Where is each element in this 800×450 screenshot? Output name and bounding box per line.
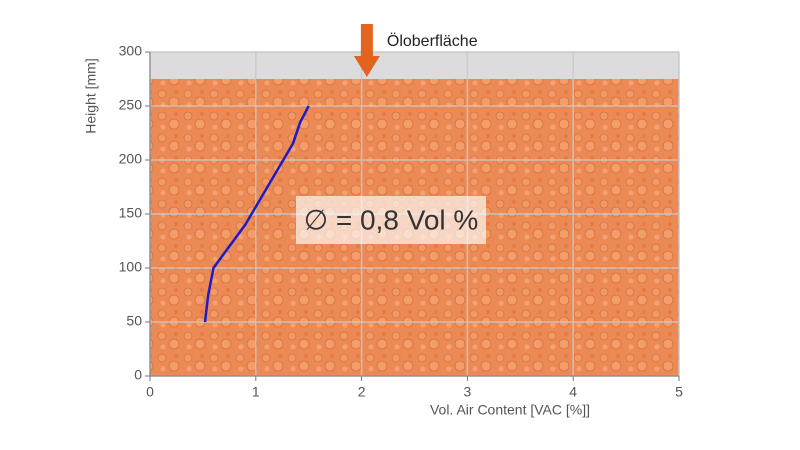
surface-label: Öloberfläche [387,32,478,50]
y-tick-label: 100 [119,259,143,275]
y-tick-label: 150 [119,205,143,221]
x-tick-label: 0 [146,384,154,400]
annotation-box [296,196,486,244]
x-tick-label: 5 [675,384,683,400]
y-tick-label: 50 [126,313,142,329]
x-tick-label: 2 [358,384,366,400]
x-tick-label: 1 [252,384,260,400]
y-tick-label: 250 [119,97,143,113]
x-tick-label: 3 [464,384,472,400]
y-tick-label: 200 [119,151,143,167]
annotation: ∅ = 0,8 Vol % [304,204,479,235]
x-tick-label: 4 [569,384,577,400]
x-axis-label: Vol. Air Content [VAC [%]] [430,402,590,418]
data-line [203,105,310,323]
y-tick-label: 300 [119,43,143,59]
y-tick-label: 0 [134,367,142,383]
y-axis-label: Height [mm] [83,58,99,133]
surface-arrow [353,24,380,77]
